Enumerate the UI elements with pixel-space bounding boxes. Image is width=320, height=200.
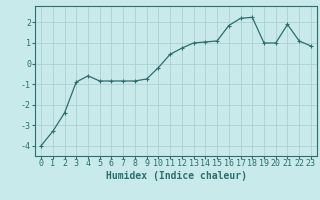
X-axis label: Humidex (Indice chaleur): Humidex (Indice chaleur) [106,171,246,181]
